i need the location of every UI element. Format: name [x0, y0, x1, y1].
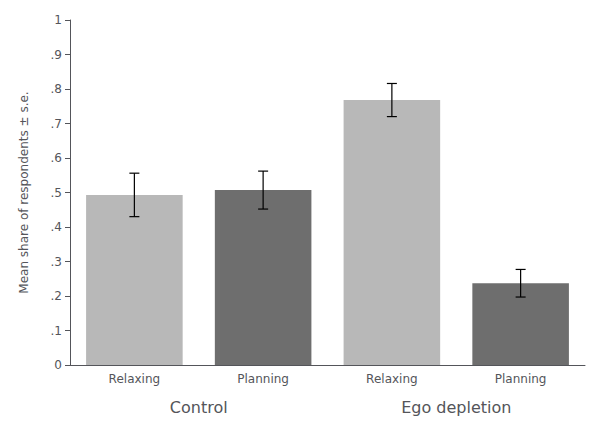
svg-text:.3: .3 [51, 255, 62, 269]
svg-text:.8: .8 [51, 82, 62, 96]
svg-text:Planning: Planning [237, 372, 289, 386]
svg-text:.9: .9 [51, 48, 62, 62]
svg-text:.6: .6 [51, 151, 62, 165]
svg-text:Relaxing: Relaxing [109, 372, 161, 386]
svg-text:Relaxing: Relaxing [366, 372, 418, 386]
svg-text:Mean share of respondents ± s.: Mean share of respondents ± s.e. [17, 91, 31, 293]
svg-text:.2: .2 [51, 289, 62, 303]
svg-text:0: 0 [54, 358, 62, 372]
svg-text:Planning: Planning [495, 372, 547, 386]
svg-text:1: 1 [54, 13, 62, 27]
svg-text:.5: .5 [51, 186, 62, 200]
svg-text:.7: .7 [51, 117, 62, 131]
svg-text:Control: Control [170, 398, 228, 417]
svg-text:.4: .4 [51, 220, 62, 234]
svg-text:.1: .1 [51, 324, 62, 338]
svg-text:Ego depletion: Ego depletion [401, 398, 511, 417]
